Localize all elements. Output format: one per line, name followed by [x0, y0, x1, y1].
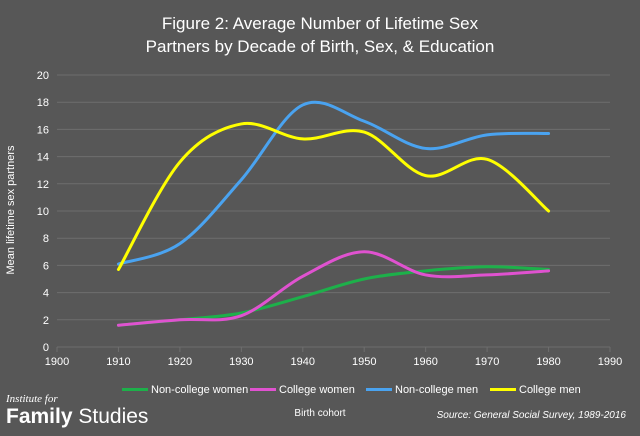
data-point-non-college-women — [363, 278, 366, 281]
x-tick-label: 1990 — [598, 356, 622, 368]
y-tick-label: 6 — [43, 260, 49, 272]
data-point-college-men — [424, 174, 427, 177]
data-point-college-women — [363, 250, 366, 253]
data-point-college-men — [178, 161, 181, 164]
legend-item-non-college-men: Non-college men — [366, 384, 478, 396]
data-point-college-women — [240, 314, 243, 317]
ifs-logo: Institute for Family Studies — [6, 394, 148, 429]
data-point-college-men — [486, 158, 489, 161]
data-point-college-women — [117, 324, 120, 327]
x-tick-label: 1950 — [352, 356, 376, 368]
data-point-non-college-men — [301, 103, 304, 106]
series-line-college-men — [116, 121, 551, 271]
series-line-college-women — [116, 250, 551, 327]
y-tick-label: 8 — [43, 233, 49, 245]
source-note: Source: General Social Survey, 1989-2016 — [436, 410, 626, 421]
data-point-college-men — [363, 131, 366, 134]
data-point-non-college-women — [486, 265, 489, 268]
legend-label: College women — [279, 384, 355, 396]
legend-swatch-college-men — [490, 387, 516, 391]
y-tick-label: 20 — [37, 70, 49, 82]
x-tick-label: 1900 — [45, 356, 69, 368]
y-tick-label: 16 — [37, 124, 49, 136]
legend-item-college-women: College women — [250, 384, 355, 396]
data-point-non-college-men — [486, 133, 489, 136]
y-tick-label: 14 — [37, 152, 49, 164]
x-axis-label: Birth cohort — [294, 408, 346, 419]
data-point-non-college-men — [547, 132, 550, 135]
data-point-non-college-men — [424, 147, 427, 150]
y-tick-label: 0 — [43, 342, 49, 354]
x-tick-label: 1970 — [475, 356, 499, 368]
data-point-non-college-men — [178, 242, 181, 245]
data-point-college-men — [301, 137, 304, 140]
y-tick-label: 2 — [43, 315, 49, 327]
logo-regular-text: Studies — [78, 405, 149, 428]
data-point-non-college-women — [301, 295, 304, 298]
y-tick-label: 4 — [43, 288, 49, 300]
legend-swatch-non-college-women — [122, 387, 148, 391]
data-point-college-women — [547, 269, 550, 272]
data-point-college-women — [178, 318, 181, 321]
data-point-college-women — [301, 275, 304, 278]
y-tick-label: 12 — [37, 179, 49, 191]
x-tick-label: 1980 — [536, 356, 560, 368]
data-point-non-college-men — [363, 120, 366, 123]
logo-small-text: Institute for — [6, 393, 58, 405]
data-point-college-women — [486, 273, 489, 276]
data-point-college-men — [117, 268, 120, 271]
x-tick-label: 1920 — [168, 356, 192, 368]
x-tick-label: 1930 — [229, 356, 253, 368]
data-point-non-college-women — [424, 269, 427, 272]
logo-main-text: Family Studies — [6, 405, 148, 429]
chart-title-line-2: Partners by Decade of Birth, Sex, & Educ… — [145, 37, 495, 56]
data-point-college-men — [547, 210, 550, 213]
legend-item-college-men: College men — [490, 384, 581, 396]
legend-label: Non-college women — [151, 384, 249, 396]
x-tick-label: 1960 — [413, 356, 437, 368]
y-tick-label: 18 — [37, 97, 49, 109]
logo-bold-text: Family — [6, 405, 73, 428]
chart-title-line-1: Figure 2: Average Number of Lifetime Sex — [161, 14, 479, 33]
x-tick-label: 1910 — [106, 356, 130, 368]
series-line-non-college-men — [116, 100, 551, 266]
y-tick-label: 10 — [37, 206, 49, 218]
data-point-college-men — [240, 122, 243, 125]
legend: Non-college women College women Non-coll… — [100, 384, 600, 400]
data-point-non-college-men — [240, 178, 243, 181]
legend-swatch-non-college-men — [366, 387, 392, 391]
data-point-college-women — [424, 273, 427, 276]
legend-item-non-college-women: Non-college women — [122, 384, 248, 396]
legend-label: College men — [519, 384, 581, 396]
legend-swatch-college-women — [250, 387, 276, 391]
legend-label: Non-college men — [395, 384, 479, 396]
x-tick-label: 1940 — [291, 356, 315, 368]
